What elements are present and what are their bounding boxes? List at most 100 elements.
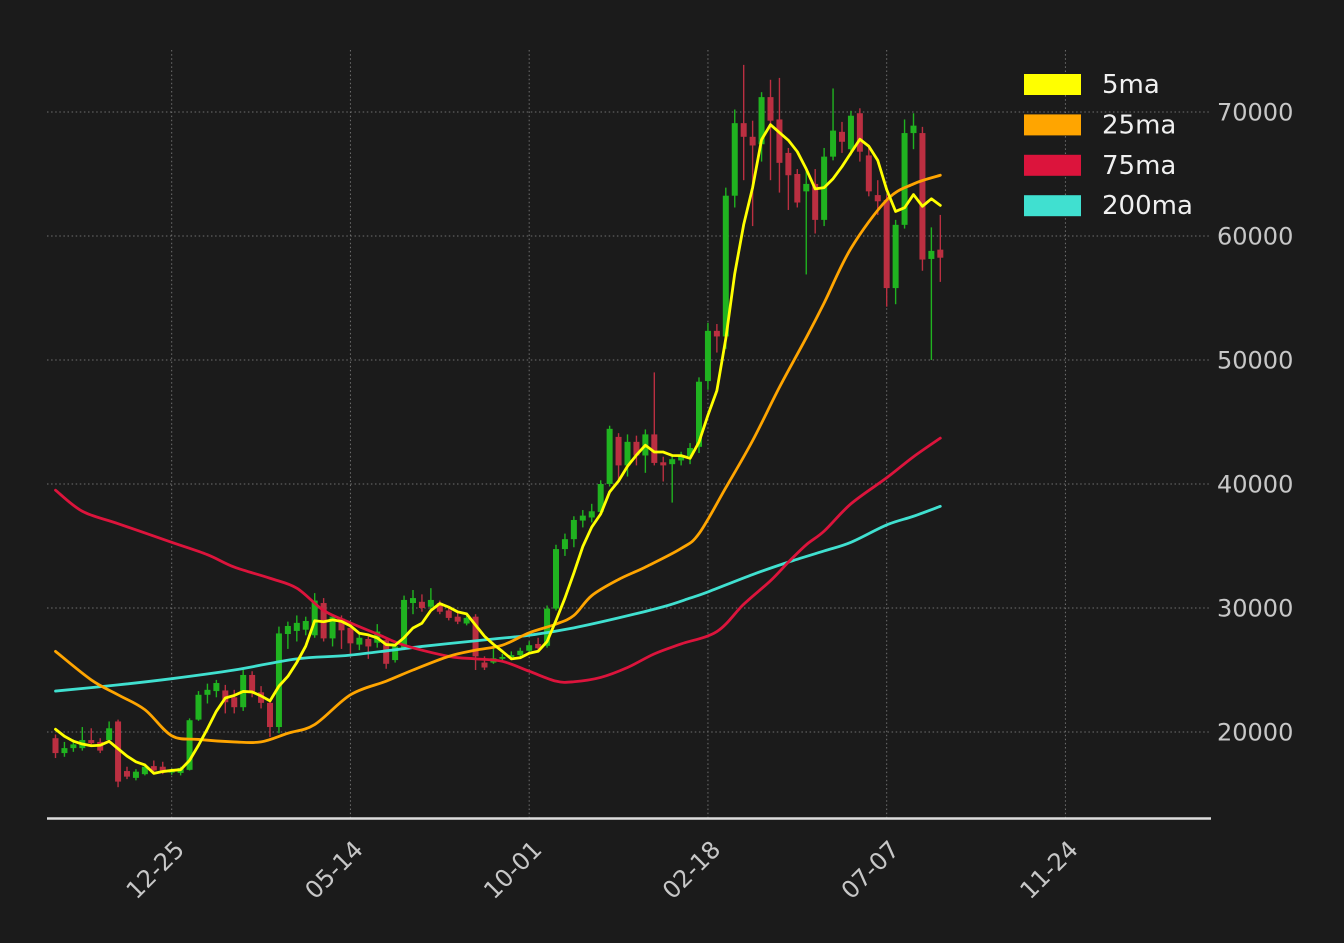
candle [427, 588, 434, 610]
candle [454, 612, 461, 625]
candle-body-up [588, 511, 595, 518]
candle-body-down [418, 601, 425, 608]
x-tick-label: 10-01 [478, 835, 547, 904]
candle [812, 169, 819, 234]
candle-body-down [633, 441, 640, 456]
ma5-line [54, 123, 942, 775]
candle-body-down [883, 200, 890, 289]
candle [660, 456, 667, 482]
ma200-line [54, 504, 942, 693]
candle [213, 679, 220, 698]
candle [79, 727, 86, 751]
candle-body-up [669, 459, 676, 465]
candle-body-down [150, 766, 157, 771]
candle [642, 429, 649, 473]
candle [803, 167, 810, 275]
candle-body-down [874, 195, 881, 202]
candle [865, 145, 872, 197]
candle-body-down [222, 690, 229, 703]
candle-body-up [392, 646, 399, 661]
candle [892, 219, 899, 305]
candle [615, 433, 622, 481]
candle-body-up [847, 115, 854, 150]
candle-body-up [687, 448, 694, 457]
candle [669, 455, 676, 503]
candle-body-down [713, 330, 720, 337]
legend-entry-200ma: 200ma [1024, 191, 1193, 221]
candle-body-up [553, 549, 559, 609]
x-tick-label: 07-07 [836, 835, 905, 904]
candle-body-down [651, 434, 658, 463]
candle [785, 147, 792, 210]
candle-body-down [347, 627, 354, 644]
candle [526, 641, 533, 653]
candle-body-up [463, 617, 470, 624]
candle [410, 590, 416, 615]
candle [115, 719, 122, 788]
candle-body-down [919, 133, 926, 260]
candle-body-down [856, 113, 863, 152]
candle [231, 689, 238, 714]
candle [633, 435, 640, 466]
candle-body-down [338, 618, 345, 631]
candle [847, 110, 854, 156]
candle-body-up [606, 428, 613, 484]
candle [392, 645, 399, 663]
candle [928, 227, 935, 360]
candle-body-down [535, 643, 542, 649]
y-axis-tick-labels: 20000 30000 40000 50000 60000 70000 [1217, 99, 1293, 747]
legend-swatch-75ma [1024, 154, 1081, 176]
candle [597, 480, 604, 515]
candle-body-up [311, 600, 318, 636]
grid-lines [47, 50, 1211, 818]
candle-body-up [597, 484, 604, 512]
candle-body-up [106, 728, 113, 741]
candle [535, 637, 542, 652]
candle [570, 516, 577, 548]
candle-body-up [910, 125, 917, 134]
candle [204, 683, 211, 704]
candle [293, 615, 300, 642]
candle [830, 88, 837, 161]
candle [687, 443, 694, 465]
candle-body-down [258, 692, 265, 703]
candle-body-down [445, 610, 452, 618]
candle [883, 195, 890, 307]
y-tick-label: 40000 [1217, 471, 1293, 499]
candle-body-up [678, 456, 685, 461]
candle [749, 120, 756, 227]
candle-body-up [901, 133, 908, 225]
moving-average-lines [54, 123, 942, 775]
y-tick-label: 60000 [1217, 223, 1293, 251]
candle [517, 647, 524, 658]
candle [61, 741, 68, 757]
candle [365, 636, 372, 659]
y-tick-label: 30000 [1217, 595, 1293, 623]
candle-body-up [803, 183, 810, 192]
candle-body-down [785, 152, 792, 176]
candle-body-up [329, 616, 336, 639]
candle-body-up [579, 515, 586, 521]
candle [445, 606, 452, 621]
candle [910, 113, 917, 150]
candle [767, 79, 774, 181]
candle-body-up [195, 694, 202, 720]
candle [124, 766, 130, 780]
candle-body-up [517, 650, 524, 656]
y-tick-label: 20000 [1217, 719, 1293, 747]
candle [311, 593, 318, 638]
candle [275, 626, 282, 734]
candle [418, 594, 425, 612]
legend-label: 75ma [1102, 151, 1176, 181]
candle-body-up [61, 748, 68, 754]
candle [320, 598, 327, 642]
candle-body-down [231, 697, 238, 708]
legend-entry-25ma: 25ma [1024, 110, 1176, 140]
candle-body-up [731, 123, 738, 196]
candle-body-up [70, 744, 77, 749]
candle-body-down [436, 603, 443, 612]
candle [776, 77, 783, 193]
candle-body-up [168, 771, 175, 773]
candle [731, 109, 738, 208]
x-tick-label: 05-14 [300, 835, 369, 904]
